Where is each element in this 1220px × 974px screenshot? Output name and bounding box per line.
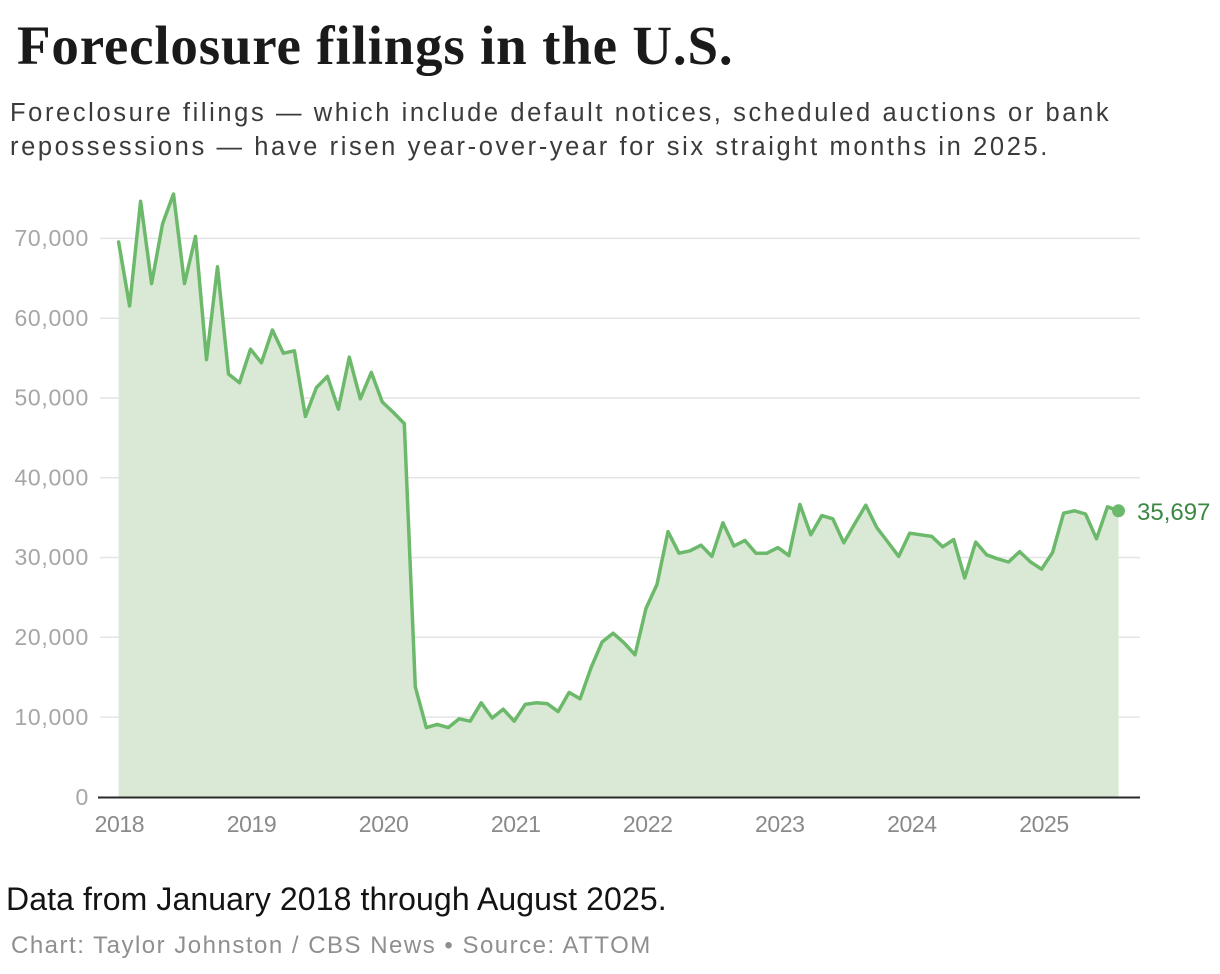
svg-text:2022: 2022 <box>623 811 673 837</box>
svg-text:0: 0 <box>76 784 90 810</box>
svg-text:50,000: 50,000 <box>14 385 89 411</box>
svg-text:2024: 2024 <box>887 811 937 837</box>
svg-text:35,697: 35,697 <box>1137 499 1210 526</box>
svg-text:2019: 2019 <box>227 811 277 837</box>
svg-text:10,000: 10,000 <box>14 704 89 730</box>
svg-text:2020: 2020 <box>359 811 409 837</box>
svg-text:2025: 2025 <box>1019 811 1069 837</box>
svg-text:2023: 2023 <box>755 811 805 837</box>
svg-text:70,000: 70,000 <box>14 225 89 251</box>
svg-text:60,000: 60,000 <box>14 305 89 331</box>
svg-text:2021: 2021 <box>491 811 541 837</box>
svg-text:2018: 2018 <box>95 811 145 837</box>
svg-text:40,000: 40,000 <box>14 465 89 491</box>
svg-text:30,000: 30,000 <box>14 544 89 570</box>
svg-text:20,000: 20,000 <box>14 624 89 650</box>
